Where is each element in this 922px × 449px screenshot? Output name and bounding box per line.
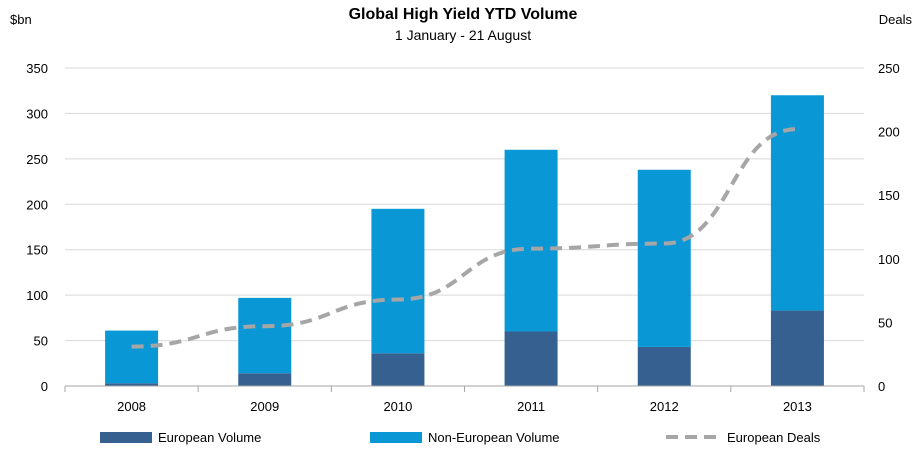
chart-title: Global High Yield YTD Volume [349,6,578,23]
bar-non-european-volume [371,208,425,354]
y2-axis-label: Deals [879,12,913,27]
bar-european-volume [105,383,159,386]
x-tick-label: 2010 [383,399,412,414]
y-tick-label: 350 [26,61,48,76]
y-axis-label: $bn [10,12,32,27]
y-tick-label: 250 [26,152,48,167]
axes [64,385,865,392]
y-tick-label: 0 [41,379,48,394]
legend-swatch-non-european-volume [370,432,422,443]
x-tick-label: 2012 [650,399,679,414]
legend-label-european-deals: European Deals [727,430,821,445]
y-tick-label: 100 [26,288,48,303]
y-tick-label: 200 [26,197,48,212]
x-tick-label: 2011 [517,399,545,414]
x-tick-label: 2013 [783,399,812,414]
legend-label-european-volume: European Volume [158,430,261,445]
y2-tick-label: 250 [878,61,900,76]
legend-label-non-european-volume: Non-European Volume [428,430,560,445]
bar-european-volume [371,353,425,386]
tick-labels: 0 50 100 150 200 250 300 350 0 50 100 150 200 250 2008… [26,61,899,414]
y-tick-label: 50 [34,334,48,349]
y2-tick-label: 0 [878,379,885,394]
chart-subtitle: 1 January - 21 August [395,27,531,43]
bar-non-european-volume [238,297,292,374]
x-tick-label: 2009 [250,399,279,414]
bar-non-european-volume [770,95,824,311]
y2-tick-label: 150 [878,188,900,203]
line-european-deals [131,127,798,349]
legend: European Volume Non-European Volume Euro… [100,430,821,445]
deals-line [131,127,798,349]
bar-non-european-volume [504,149,558,332]
bar-european-volume [504,331,558,386]
bars [105,95,824,386]
y-tick-label: 300 [26,106,48,121]
y-tick-label: 150 [26,243,48,258]
bar-non-european-volume [105,330,159,384]
gridlines [65,67,864,342]
y2-tick-label: 50 [878,315,892,330]
x-tick-label: 2008 [117,399,146,414]
bar-european-volume [238,373,292,386]
y2-tick-label: 100 [878,252,900,267]
bar-non-european-volume [637,169,691,347]
legend-swatch-european-volume [100,432,152,443]
y2-tick-label: 200 [878,125,900,140]
bar-european-volume [770,310,824,386]
bar-european-volume [637,346,691,386]
